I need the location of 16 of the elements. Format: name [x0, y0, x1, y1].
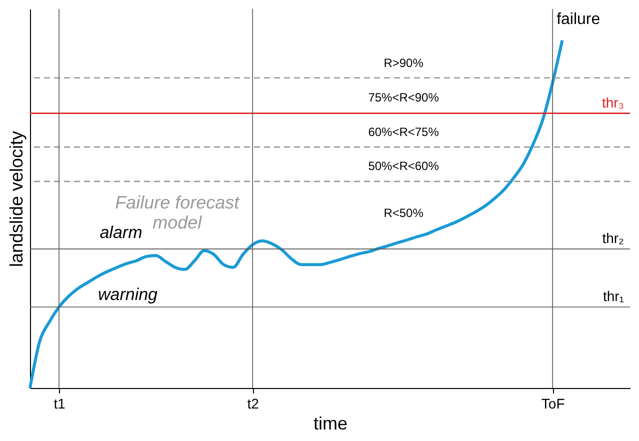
- annotation: 60%<R<75%: [368, 125, 440, 140]
- ref-line-label: thr₃: [602, 94, 624, 110]
- x-axis-title: time: [313, 414, 348, 434]
- ref-line-label: thr₁: [602, 288, 624, 304]
- y-axis-title: landslide velocity: [6, 130, 26, 268]
- annotation: R>90%: [384, 56, 424, 70]
- annotation: alarm: [100, 222, 142, 242]
- annotation: R<50%: [384, 206, 424, 220]
- annotation: 50%<R<60%: [368, 158, 440, 173]
- x-tick-label: t2: [247, 396, 260, 412]
- ref-line-label: thr₂: [602, 230, 624, 246]
- x-tick-label: t1: [54, 396, 66, 412]
- x-tick-label: ToF: [541, 396, 565, 412]
- ref-line-label: failure: [556, 11, 600, 28]
- annotation: warning: [98, 285, 158, 304]
- annotation: 75%<R<90%: [368, 90, 440, 105]
